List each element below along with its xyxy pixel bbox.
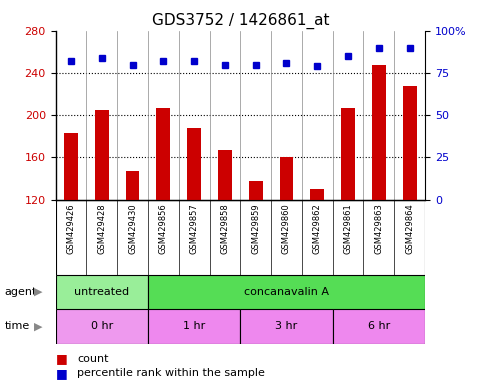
Text: ■: ■ <box>56 353 67 366</box>
Text: ▶: ▶ <box>34 321 43 331</box>
Bar <box>403 86 416 200</box>
Text: GSM429858: GSM429858 <box>220 204 229 254</box>
Text: 1 hr: 1 hr <box>183 321 205 331</box>
Text: GSM429862: GSM429862 <box>313 204 322 254</box>
Bar <box>187 128 201 200</box>
Bar <box>126 171 140 200</box>
Bar <box>156 108 170 200</box>
Bar <box>280 157 293 200</box>
Text: untreated: untreated <box>74 287 129 297</box>
Text: GSM429863: GSM429863 <box>374 204 384 254</box>
Text: ■: ■ <box>56 367 67 380</box>
Text: GSM429856: GSM429856 <box>159 204 168 254</box>
Text: 3 hr: 3 hr <box>275 321 298 331</box>
Bar <box>311 189 324 200</box>
Text: GSM429426: GSM429426 <box>67 204 75 254</box>
Text: GSM429860: GSM429860 <box>282 204 291 254</box>
Bar <box>240 309 333 344</box>
Bar <box>341 108 355 200</box>
Text: GSM429428: GSM429428 <box>97 204 106 254</box>
Title: GDS3752 / 1426861_at: GDS3752 / 1426861_at <box>152 13 329 29</box>
Text: time: time <box>5 321 30 331</box>
Bar <box>148 309 241 344</box>
Bar <box>333 309 425 344</box>
Bar <box>95 110 109 200</box>
Text: GSM429861: GSM429861 <box>343 204 353 254</box>
Bar <box>64 133 78 200</box>
Text: agent: agent <box>5 287 37 297</box>
Text: count: count <box>77 354 109 364</box>
Text: 0 hr: 0 hr <box>91 321 113 331</box>
Bar <box>218 150 232 200</box>
Text: percentile rank within the sample: percentile rank within the sample <box>77 368 265 378</box>
Text: concanavalin A: concanavalin A <box>244 287 329 297</box>
Text: GSM429864: GSM429864 <box>405 204 414 254</box>
Text: 6 hr: 6 hr <box>368 321 390 331</box>
Text: GSM429430: GSM429430 <box>128 204 137 254</box>
Bar <box>56 275 148 309</box>
Bar <box>56 309 148 344</box>
Text: GSM429857: GSM429857 <box>190 204 199 254</box>
Text: ▶: ▶ <box>34 287 43 297</box>
Text: GSM429859: GSM429859 <box>251 204 260 254</box>
Bar <box>372 65 386 200</box>
Bar <box>249 181 263 200</box>
Bar <box>148 275 425 309</box>
